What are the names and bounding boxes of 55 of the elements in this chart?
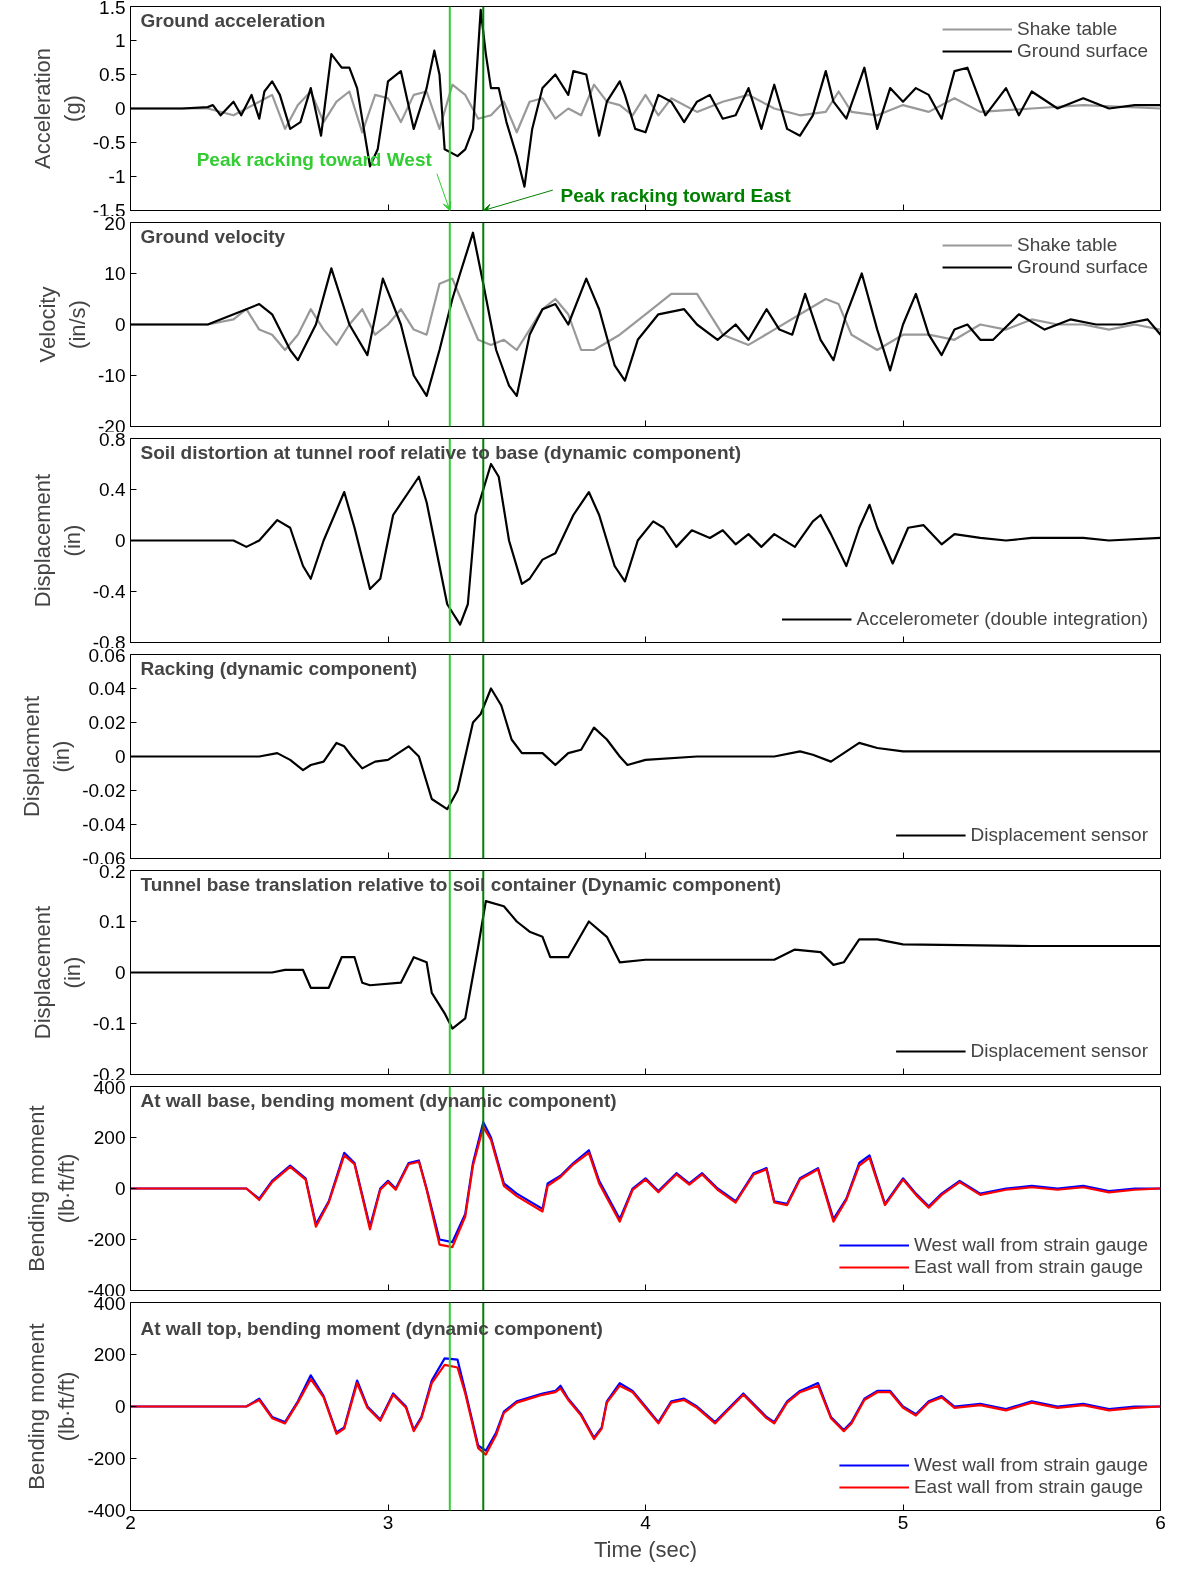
- y-axis-title: Displacment (in): [19, 695, 75, 818]
- y-tick-label: -0.02: [82, 780, 126, 801]
- chart-title: Racking (dynamic component): [140, 657, 418, 679]
- y-tick-label: 0: [114, 314, 126, 335]
- y-axis-title: Displacement (in): [29, 905, 85, 1040]
- x-tick-label: 2: [125, 1511, 136, 1533]
- legend-label: Shake table: [1017, 18, 1118, 40]
- y-tick-label: -200: [87, 1448, 126, 1469]
- y-axis-title: Acceleration (g): [29, 47, 85, 170]
- y-tick-label: 1.5: [99, 0, 126, 18]
- x-axis-title: Time (sec): [593, 1536, 698, 1562]
- y-tick-label: 0: [114, 1396, 126, 1417]
- x-tick-label: 5: [897, 1511, 909, 1533]
- y-tick-label: 0: [114, 98, 126, 119]
- legend-label: West wall from strain gauge: [913, 1454, 1148, 1476]
- legend-label: Displacement sensor: [970, 1040, 1148, 1062]
- y-tick-label: -200: [87, 1229, 126, 1250]
- legend-label: West wall from strain gauge: [913, 1234, 1148, 1256]
- y-tick-label: -0.04: [82, 814, 126, 835]
- y-tick-label: -0.5: [92, 132, 126, 153]
- ref-line-label: Peak racking toward East: [560, 185, 792, 207]
- y-tick-label: 0.1: [99, 911, 126, 932]
- chart-title: Ground velocity: [140, 225, 286, 247]
- y-axis-title: Bending moment (lb·ft/ft): [24, 1105, 80, 1272]
- y-axis-title: Velocity (in/s): [35, 286, 91, 363]
- y-tick-label: 200: [93, 1127, 126, 1148]
- y-axis-title: Bending moment (lb·ft/ft): [24, 1323, 80, 1490]
- y-tick-label: 0: [114, 962, 126, 983]
- y-tick-label: 0: [114, 530, 126, 551]
- chart-title: Ground acceleration: [140, 9, 326, 31]
- legend-label: Accelerometer (double integration): [856, 608, 1148, 630]
- y-tick-label: -400: [87, 1500, 126, 1521]
- legend-label: Ground surface: [1017, 40, 1148, 62]
- legend-label: East wall from strain gauge: [913, 1476, 1144, 1498]
- y-tick-label: 0: [114, 746, 126, 767]
- y-tick-label: 1: [114, 30, 126, 51]
- y-tick-label: 0.02: [88, 712, 126, 733]
- y-tick-label: -10: [98, 365, 126, 386]
- x-tick-label: 6: [1155, 1511, 1166, 1533]
- legend-label: East wall from strain gauge: [913, 1256, 1144, 1278]
- y-tick-label: 0.4: [99, 479, 126, 500]
- x-tick-label: 4: [640, 1511, 652, 1533]
- y-tick-label: -0.4: [92, 581, 126, 602]
- legend-label: Ground surface: [1017, 256, 1148, 278]
- legend-label: Shake table: [1017, 234, 1118, 256]
- legend-label: Displacement sensor: [970, 824, 1148, 846]
- x-tick-label: 3: [382, 1511, 394, 1533]
- y-tick-label: 0.5: [99, 64, 126, 85]
- y-axis-title: Displacement (in): [29, 473, 85, 608]
- y-tick-label: 10: [104, 263, 126, 284]
- y-tick-label: 0: [114, 1178, 126, 1199]
- y-tick-label: -0.1: [92, 1013, 126, 1034]
- y-tick-label: 200: [93, 1344, 126, 1365]
- y-tick-label: 0.04: [88, 678, 126, 699]
- y-tick-label: -1: [108, 166, 126, 187]
